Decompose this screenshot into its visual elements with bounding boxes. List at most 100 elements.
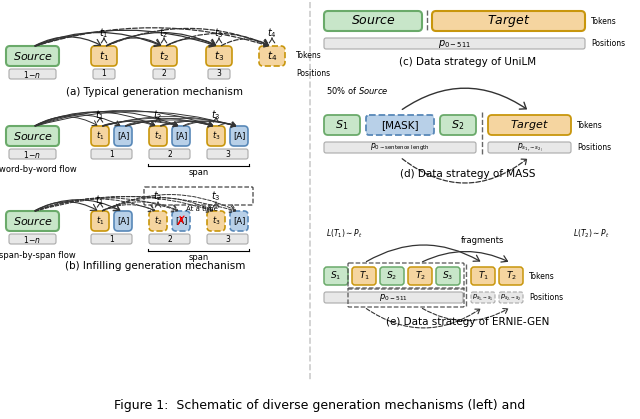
- Text: $\it{Target}$: $\it{Target}$: [487, 13, 530, 29]
- FancyArrowPatch shape: [221, 39, 269, 46]
- Text: Positions: Positions: [591, 39, 625, 48]
- FancyArrowPatch shape: [403, 88, 526, 109]
- FancyArrowPatch shape: [366, 308, 480, 328]
- FancyArrowPatch shape: [156, 118, 161, 122]
- FancyBboxPatch shape: [91, 234, 132, 244]
- Text: $t_1$: $t_1$: [99, 49, 109, 63]
- Text: $T_1$: $T_1$: [477, 270, 488, 282]
- FancyArrowPatch shape: [161, 121, 212, 126]
- FancyArrowPatch shape: [35, 202, 97, 211]
- Text: span: span: [188, 168, 209, 176]
- FancyBboxPatch shape: [149, 234, 190, 244]
- FancyArrowPatch shape: [35, 37, 100, 46]
- FancyBboxPatch shape: [324, 292, 463, 303]
- FancyBboxPatch shape: [9, 234, 56, 244]
- FancyBboxPatch shape: [91, 46, 117, 66]
- Text: $S_1$: $S_1$: [335, 118, 349, 132]
- FancyArrowPatch shape: [102, 118, 212, 127]
- Text: $t_2$: $t_2$: [154, 189, 163, 203]
- Text: 1: 1: [109, 150, 114, 158]
- Text: 2: 2: [167, 150, 172, 158]
- FancyBboxPatch shape: [208, 69, 230, 79]
- Text: $T_1$: $T_1$: [358, 270, 369, 282]
- FancyBboxPatch shape: [499, 292, 523, 303]
- FancyArrowPatch shape: [218, 122, 236, 126]
- FancyBboxPatch shape: [172, 126, 190, 146]
- FancyArrowPatch shape: [102, 204, 155, 211]
- FancyBboxPatch shape: [207, 149, 248, 159]
- FancyArrowPatch shape: [35, 115, 120, 126]
- FancyArrowPatch shape: [35, 111, 212, 127]
- FancyBboxPatch shape: [324, 38, 585, 49]
- FancyArrowPatch shape: [35, 111, 178, 127]
- Text: $S_1$: $S_1$: [330, 270, 342, 282]
- Text: $t_4$: $t_4$: [267, 26, 277, 40]
- Text: At a time: At a time: [186, 206, 218, 212]
- FancyArrowPatch shape: [102, 197, 212, 211]
- FancyBboxPatch shape: [114, 211, 132, 231]
- FancyBboxPatch shape: [324, 11, 422, 31]
- Text: $t_2$: $t_2$: [154, 130, 162, 142]
- FancyArrowPatch shape: [97, 118, 103, 122]
- Text: Tokens: Tokens: [591, 16, 617, 26]
- FancyArrowPatch shape: [161, 38, 167, 43]
- FancyBboxPatch shape: [366, 115, 434, 135]
- FancyBboxPatch shape: [488, 142, 571, 153]
- FancyBboxPatch shape: [408, 267, 432, 285]
- Text: span: span: [188, 253, 209, 261]
- FancyBboxPatch shape: [206, 46, 232, 66]
- FancyArrowPatch shape: [422, 308, 508, 321]
- FancyArrowPatch shape: [35, 111, 236, 127]
- Text: [A]: [A]: [233, 132, 245, 140]
- FancyArrowPatch shape: [422, 251, 508, 262]
- FancyArrowPatch shape: [35, 28, 268, 47]
- FancyArrowPatch shape: [125, 121, 177, 126]
- FancyBboxPatch shape: [207, 234, 248, 244]
- FancyArrowPatch shape: [213, 118, 219, 122]
- Text: $t_3$: $t_3$: [214, 26, 224, 40]
- FancyArrowPatch shape: [125, 122, 155, 126]
- FancyArrowPatch shape: [102, 121, 154, 126]
- Text: 2: 2: [167, 235, 172, 243]
- Text: $p_{s_{1_r}\sim s_{2_l}}$: $p_{s_{1_r}\sim s_{2_l}}$: [516, 141, 543, 154]
- Text: $p_{0\sim \mathrm{sentence\ length}}$: $p_{0\sim \mathrm{sentence\ length}}$: [370, 142, 430, 153]
- Text: $t_4$: $t_4$: [267, 49, 277, 63]
- FancyBboxPatch shape: [207, 126, 225, 146]
- FancyBboxPatch shape: [91, 211, 109, 231]
- Text: Tokens: Tokens: [577, 121, 603, 129]
- FancyArrowPatch shape: [125, 118, 236, 127]
- FancyBboxPatch shape: [9, 69, 56, 79]
- Text: Positions: Positions: [296, 70, 330, 78]
- Text: (a) Typical generation mechanism: (a) Typical generation mechanism: [67, 87, 243, 97]
- Text: $S_2$: $S_2$: [451, 118, 465, 132]
- FancyBboxPatch shape: [436, 267, 460, 285]
- Text: 1: 1: [109, 235, 114, 243]
- FancyArrowPatch shape: [35, 32, 161, 47]
- FancyArrowPatch shape: [35, 199, 155, 212]
- FancyBboxPatch shape: [471, 267, 495, 285]
- FancyBboxPatch shape: [440, 115, 476, 135]
- FancyArrowPatch shape: [102, 121, 177, 127]
- Text: [A]: [A]: [175, 132, 187, 140]
- Text: $p_{s_{2_l}\sim s_2}$: $p_{s_{2_l}\sim s_2}$: [500, 292, 522, 303]
- FancyBboxPatch shape: [6, 46, 59, 66]
- FancyBboxPatch shape: [151, 46, 177, 66]
- Text: $t_1$: $t_1$: [95, 108, 105, 122]
- FancyArrowPatch shape: [35, 30, 215, 47]
- FancyBboxPatch shape: [324, 142, 476, 153]
- Text: $1\!-\!n$: $1\!-\!n$: [24, 233, 42, 245]
- FancyArrowPatch shape: [97, 203, 103, 207]
- FancyArrowPatch shape: [161, 122, 178, 126]
- Text: word-by-word flow: word-by-word flow: [0, 165, 76, 173]
- Text: $L(T_1)\sim P_t$: $L(T_1)\sim P_t$: [326, 228, 363, 240]
- FancyArrowPatch shape: [35, 117, 97, 126]
- FancyBboxPatch shape: [93, 69, 115, 79]
- Text: (b) Infilling generation mechanism: (b) Infilling generation mechanism: [65, 261, 245, 271]
- Text: Positions: Positions: [577, 143, 611, 152]
- FancyArrowPatch shape: [366, 245, 479, 261]
- Text: 50% of $\it{Source}$: 50% of $\it{Source}$: [326, 85, 388, 96]
- Text: $t_1$: $t_1$: [96, 215, 104, 227]
- FancyArrowPatch shape: [402, 159, 527, 183]
- FancyArrowPatch shape: [106, 28, 268, 47]
- FancyArrowPatch shape: [102, 194, 236, 211]
